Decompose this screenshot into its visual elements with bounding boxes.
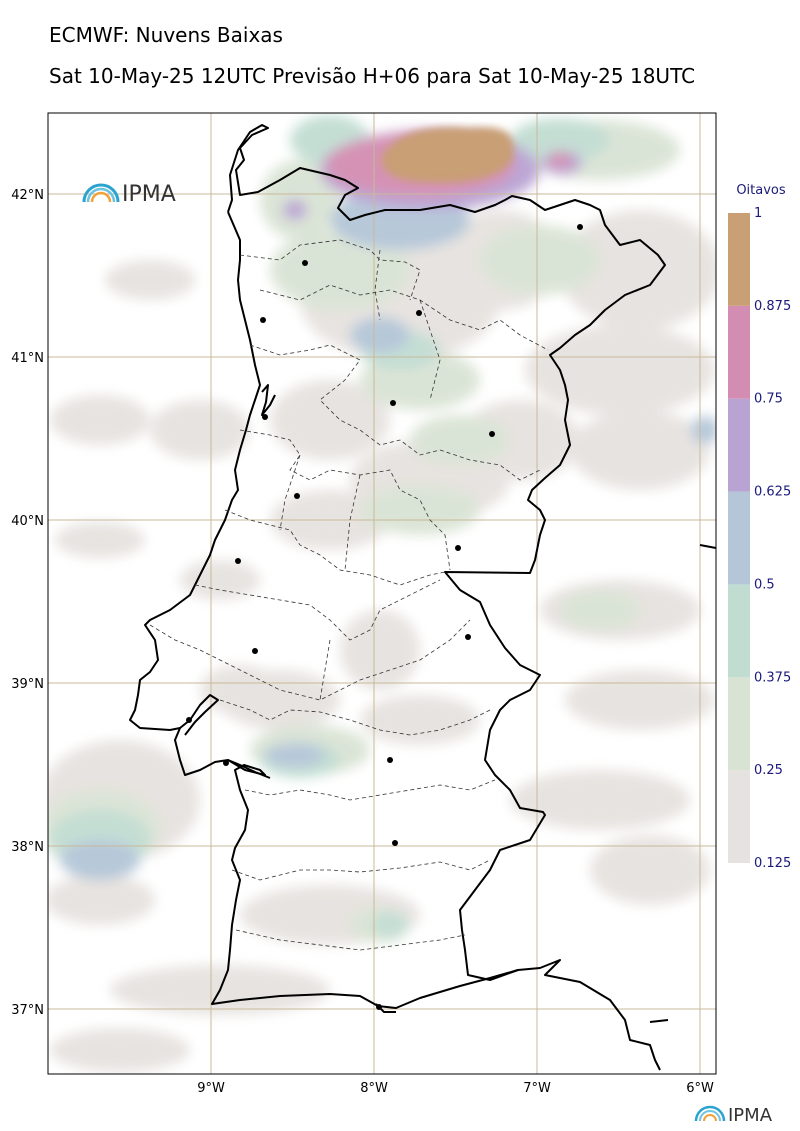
- colorbar-level-label: 0.125: [754, 856, 791, 871]
- colorbar-level-label: 0.875: [754, 299, 791, 314]
- lon-label: 9°W: [197, 1081, 225, 1096]
- colorbar-level-label: 0.75: [754, 392, 783, 407]
- city-dot: [489, 431, 495, 437]
- colorbar-swatch: [728, 677, 750, 771]
- logo-text: IPMA: [122, 182, 176, 207]
- lon-label: 7°W: [523, 1081, 551, 1096]
- colorbar-swatch: [728, 770, 750, 863]
- lat-label: 42°N: [11, 188, 44, 203]
- map-title: ECMWF: Nuvens Baixas: [49, 23, 283, 47]
- colorbar-swatch: [728, 213, 750, 306]
- lon-label: 8°W: [360, 1081, 388, 1096]
- lat-label: 38°N: [11, 840, 44, 855]
- colorbar-swatch: [728, 491, 750, 585]
- city-dot: [186, 717, 192, 723]
- city-dot: [252, 648, 258, 654]
- map-frame: [47, 112, 717, 1075]
- longitude-labels: 9°W 8°W 7°W 6°W: [197, 1081, 714, 1096]
- colorbar-level-label: 1: [754, 206, 762, 221]
- lat-label: 39°N: [11, 677, 44, 692]
- colorbar-swatch: [728, 305, 750, 399]
- map-subtitle: Sat 10-May-25 12UTC Previsão H+06 para S…: [49, 64, 696, 88]
- logo-text: IPMA: [728, 1105, 773, 1126]
- city-dot: [387, 757, 393, 763]
- city-dot: [390, 400, 396, 406]
- lat-label: 37°N: [11, 1003, 44, 1018]
- coastline: [129, 124, 716, 1071]
- city-dot: [260, 317, 266, 323]
- city-markers: [186, 224, 583, 1010]
- lat-label: 40°N: [11, 514, 44, 529]
- colorbar-level-label: 0.625: [754, 485, 791, 500]
- city-dot: [455, 545, 461, 551]
- colorbar: Oitavos 0.125 0.25 0.375 0.5 0.625 0.75 0.875 1: [728, 183, 791, 871]
- city-dot: [392, 840, 398, 846]
- city-dot: [223, 760, 229, 766]
- colorbar-level-label: 0.375: [754, 670, 791, 685]
- city-dot: [294, 493, 300, 499]
- colorbar-swatch: [728, 398, 750, 492]
- lat-label: 41°N: [11, 351, 44, 366]
- city-dot: [465, 634, 471, 640]
- city-dot: [235, 558, 241, 564]
- city-dot: [302, 260, 308, 266]
- logo-arc-icon: [82, 183, 120, 203]
- colorbar-level-label: 0.5: [754, 577, 775, 592]
- district-boundaries: [149, 239, 549, 951]
- city-dot: [416, 310, 422, 316]
- latitude-labels: 42°N 41°N 40°N 39°N 38°N 37°N: [11, 188, 44, 1018]
- city-dot: [376, 1004, 382, 1010]
- ipma-logo-footer: IPMA: [694, 1105, 773, 1126]
- colorbar-title: Oitavos: [736, 183, 786, 198]
- ipma-logo-map: IPMA: [82, 182, 176, 207]
- city-dot: [577, 224, 583, 230]
- lon-label: 6°W: [686, 1081, 714, 1096]
- colorbar-level-label: 0.25: [754, 763, 783, 778]
- logo-arc-icon: [694, 1105, 726, 1122]
- city-dot: [262, 414, 268, 420]
- cloud-cover-field: [48, 115, 716, 1072]
- colorbar-swatch: [728, 584, 750, 678]
